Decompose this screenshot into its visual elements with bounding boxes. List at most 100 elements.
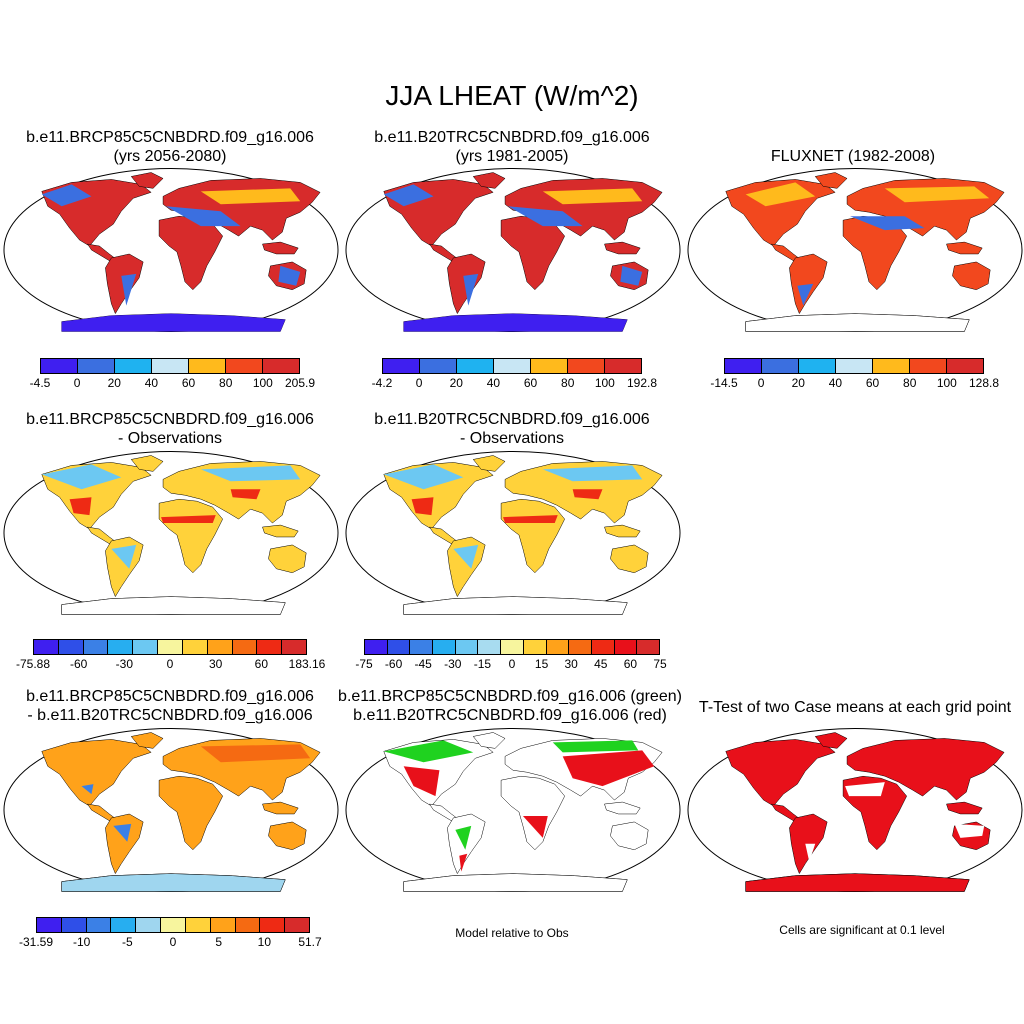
colorbar-swatch	[285, 918, 309, 932]
colorbar-swatch	[614, 640, 638, 654]
colorbar-swatch	[260, 918, 286, 932]
colorbar-observations: -14.5 0 20 40 60 80 100 128.8	[710, 358, 999, 390]
colorbar-swatch	[61, 918, 87, 932]
colorbar-swatch	[152, 359, 189, 373]
colorbar-label: -15	[473, 657, 492, 671]
panel-title-line1: b.e11.BRCP85C5CNBDRD.f09_g16.006	[26, 129, 314, 146]
colorbar-label: 15	[534, 657, 549, 671]
panel-title-model-relative: b.e11.BRCP85C5CNBDRD.f09_g16.006 (green)…	[330, 687, 690, 725]
colorbar-swatch	[158, 640, 183, 654]
colorbar-future-minus-obs: -75.88 -60 -30 0 30 60 183.16	[16, 639, 325, 671]
colorbar-swatch	[387, 640, 411, 654]
map-future-minus-obs	[3, 450, 339, 616]
colorbar-historical-minus-obs: -75 -60 -45 -30 -15 0 15 30 45 60 75	[355, 639, 667, 671]
colorbar-label: -31.59	[18, 935, 54, 949]
note-ttest: Cells are significant at 0.1 level	[779, 923, 945, 937]
colorbar-label: 128.8	[968, 376, 1000, 390]
colorbar-swatch	[86, 918, 112, 932]
colorbar-label: 60	[254, 657, 269, 671]
panel-title-line2: - b.e11.B20TRC5CNBDRD.f09_g16.006	[27, 707, 313, 724]
colorbar-swatch	[494, 359, 531, 373]
colorbar-swatch	[531, 359, 568, 373]
colorbar-label: -60	[69, 657, 88, 671]
colorbar-label: 40	[144, 376, 159, 390]
colorbar-swatch	[41, 359, 78, 373]
colorbar-label: 100	[252, 376, 273, 390]
colorbar-label: 0	[169, 935, 177, 949]
colorbar-label: 20	[791, 376, 805, 390]
colorbar-label: 20	[107, 376, 121, 390]
colorbar-label: 0	[415, 376, 423, 390]
map-model-future	[3, 167, 339, 333]
panel-title-line1: b.e11.BRCP85C5CNBDRD.f09_g16.006 (green)	[338, 688, 682, 705]
map-ttest	[687, 727, 1023, 893]
panel-title-line2: - Observations	[459, 430, 565, 447]
map-model-relative	[345, 727, 681, 893]
colorbar-model-future: -4.5 0 20 40 60 80 100 205.9	[30, 358, 315, 390]
colorbar-label: 60	[623, 657, 638, 671]
colorbar-swatch	[235, 918, 261, 932]
colorbar-swatch	[910, 359, 947, 373]
colorbar-swatch	[433, 640, 456, 654]
colorbar-swatch	[546, 640, 570, 654]
colorbar-label: -10	[72, 935, 91, 949]
colorbar-swatch	[226, 359, 263, 373]
note-model-relative: Model relative to Obs	[455, 926, 569, 940]
colorbar-swatch	[257, 640, 283, 654]
colorbar-label: 0	[508, 657, 516, 671]
colorbar-label: -75.88	[15, 657, 51, 671]
colorbar-swatch	[210, 918, 236, 932]
colorbar-swatch	[189, 359, 226, 373]
panel-title-line1: b.e11.B20TRC5CNBDRD.f09_g16.006	[374, 411, 650, 428]
colorbar-swatch	[115, 359, 152, 373]
colorbar-label: 0	[757, 376, 765, 390]
colorbar-swatch	[501, 640, 524, 654]
panel-title-model-future: b.e11.BRCP85C5CNBDRD.f09_g16.006 (yrs 20…	[0, 128, 340, 166]
colorbar-swatch	[457, 359, 494, 373]
colorbar-label: 30	[564, 657, 578, 671]
colorbar-label: 183.16	[288, 657, 326, 671]
panel-title-line1: b.e11.BRCP85C5CNBDRD.f09_g16.006	[26, 688, 314, 705]
panel-title-line1: b.e11.B20TRC5CNBDRD.f09_g16.006	[374, 129, 650, 146]
colorbar-swatch	[365, 640, 388, 654]
panel-title-line2: b.e11.B20TRC5CNBDRD.f09_g16.006 (red)	[353, 707, 667, 724]
colorbar-label: -45	[414, 657, 432, 671]
colorbar-label: 100	[936, 376, 957, 390]
panel-title-future-minus-obs: b.e11.BRCP85C5CNBDRD.f09_g16.006 - Obser…	[0, 410, 340, 448]
map-observations	[687, 167, 1023, 333]
panel-title-model-historical: b.e11.B20TRC5CNBDRD.f09_g16.006 (yrs 198…	[342, 128, 682, 166]
panel-title-ttest: T-Test of two Case means at each grid po…	[686, 698, 1024, 717]
colorbar-label: 205.9	[284, 376, 316, 390]
colorbar-label: 80	[903, 376, 917, 390]
panel-title-future-minus-historical: b.e11.BRCP85C5CNBDRD.f09_g16.006 - b.e11…	[0, 687, 340, 725]
colorbar-label: -60	[384, 657, 403, 671]
colorbar-label: -30	[444, 657, 462, 671]
colorbar-swatch	[34, 640, 59, 654]
panel-title-line2: (yrs 1981-2005)	[455, 148, 569, 165]
colorbar-swatch	[836, 359, 873, 373]
colorbar-swatch	[232, 640, 258, 654]
colorbar-label: -4.5	[29, 376, 51, 390]
colorbar-label: 0	[73, 376, 81, 390]
colorbar-label: 60	[865, 376, 880, 390]
figure-title: JJA LHEAT (W/m^2)	[385, 80, 639, 111]
panel-title-line2: - Observations	[117, 430, 223, 447]
colorbar-label: -4.2	[371, 376, 393, 390]
colorbar-label: 0	[166, 657, 174, 671]
panel-title-historical-minus-obs: b.e11.B20TRC5CNBDRD.f09_g16.006 - Observ…	[342, 410, 682, 448]
colorbar-label: 192.8	[626, 376, 658, 390]
colorbar-swatch	[136, 918, 162, 932]
panel-title-observations: FLUXNET (1982-2008)	[683, 147, 1023, 166]
colorbar-label: -30	[115, 657, 133, 671]
colorbar-label: -14.5	[710, 376, 738, 390]
colorbar-swatch	[637, 640, 659, 654]
colorbar-swatch	[523, 640, 547, 654]
colorbar-swatch	[37, 918, 62, 932]
map-future-minus-historical	[3, 727, 339, 893]
colorbar-swatch	[591, 640, 615, 654]
colorbar-swatches	[40, 358, 300, 374]
colorbar-swatches	[724, 358, 984, 374]
colorbar-swatch	[83, 640, 109, 654]
colorbar-swatch	[383, 359, 420, 373]
colorbar-label: 60	[181, 376, 196, 390]
